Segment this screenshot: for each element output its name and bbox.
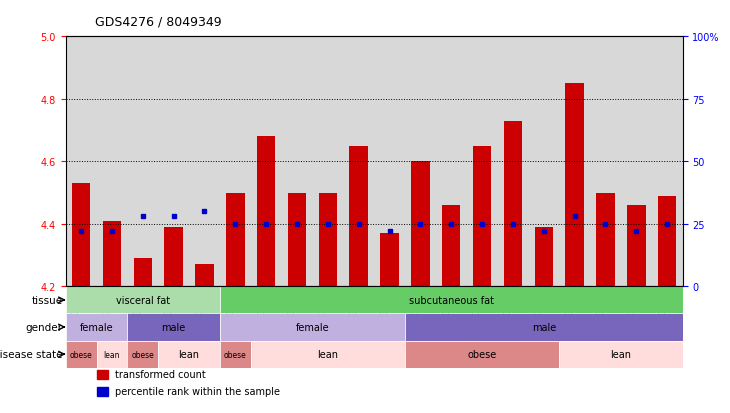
Bar bbox=[164, 227, 183, 287]
Bar bbox=[128, 341, 158, 368]
Bar bbox=[442, 206, 461, 287]
Text: visceral fat: visceral fat bbox=[116, 295, 170, 305]
Bar bbox=[504, 121, 522, 287]
Bar bbox=[158, 341, 220, 368]
Bar bbox=[559, 341, 683, 368]
Text: female: female bbox=[296, 322, 329, 332]
Bar bbox=[288, 193, 307, 287]
Bar bbox=[405, 313, 683, 341]
Bar bbox=[534, 227, 553, 287]
Bar bbox=[220, 341, 251, 368]
Text: obese: obese bbox=[70, 350, 93, 359]
Bar bbox=[226, 193, 245, 287]
Text: transformed count: transformed count bbox=[115, 369, 206, 380]
Text: male: male bbox=[161, 322, 185, 332]
Bar bbox=[596, 193, 615, 287]
Text: lean: lean bbox=[610, 349, 631, 359]
Text: lean: lean bbox=[318, 349, 339, 359]
Text: gender: gender bbox=[26, 322, 63, 332]
Bar bbox=[405, 341, 559, 368]
Bar bbox=[96, 370, 107, 379]
Bar bbox=[627, 206, 645, 287]
Text: disease state: disease state bbox=[0, 349, 63, 359]
Bar bbox=[380, 234, 399, 287]
Text: obese: obese bbox=[224, 350, 247, 359]
Text: subcutaneous fat: subcutaneous fat bbox=[409, 295, 493, 305]
Text: female: female bbox=[80, 322, 113, 332]
Text: tissue: tissue bbox=[31, 295, 63, 305]
Bar bbox=[66, 313, 128, 341]
Bar bbox=[134, 259, 152, 287]
Text: lean: lean bbox=[179, 349, 199, 359]
Text: obese: obese bbox=[467, 349, 496, 359]
Bar bbox=[66, 341, 96, 368]
Bar bbox=[251, 341, 405, 368]
Bar bbox=[220, 313, 405, 341]
Text: obese: obese bbox=[131, 350, 154, 359]
Text: percentile rank within the sample: percentile rank within the sample bbox=[115, 387, 280, 396]
Bar bbox=[565, 84, 584, 287]
Bar bbox=[195, 265, 214, 287]
Bar bbox=[128, 313, 220, 341]
Bar bbox=[96, 387, 107, 396]
Bar bbox=[72, 184, 91, 287]
Bar bbox=[66, 287, 220, 313]
Bar bbox=[220, 287, 683, 313]
Bar bbox=[103, 221, 121, 287]
Bar bbox=[318, 193, 337, 287]
Bar bbox=[658, 196, 677, 287]
Text: GDS4276 / 8049349: GDS4276 / 8049349 bbox=[95, 16, 221, 29]
Bar bbox=[96, 341, 128, 368]
Bar bbox=[350, 146, 368, 287]
Text: lean: lean bbox=[104, 350, 120, 359]
Bar bbox=[411, 162, 430, 287]
Bar bbox=[473, 146, 491, 287]
Bar bbox=[257, 137, 275, 287]
Text: male: male bbox=[531, 322, 556, 332]
